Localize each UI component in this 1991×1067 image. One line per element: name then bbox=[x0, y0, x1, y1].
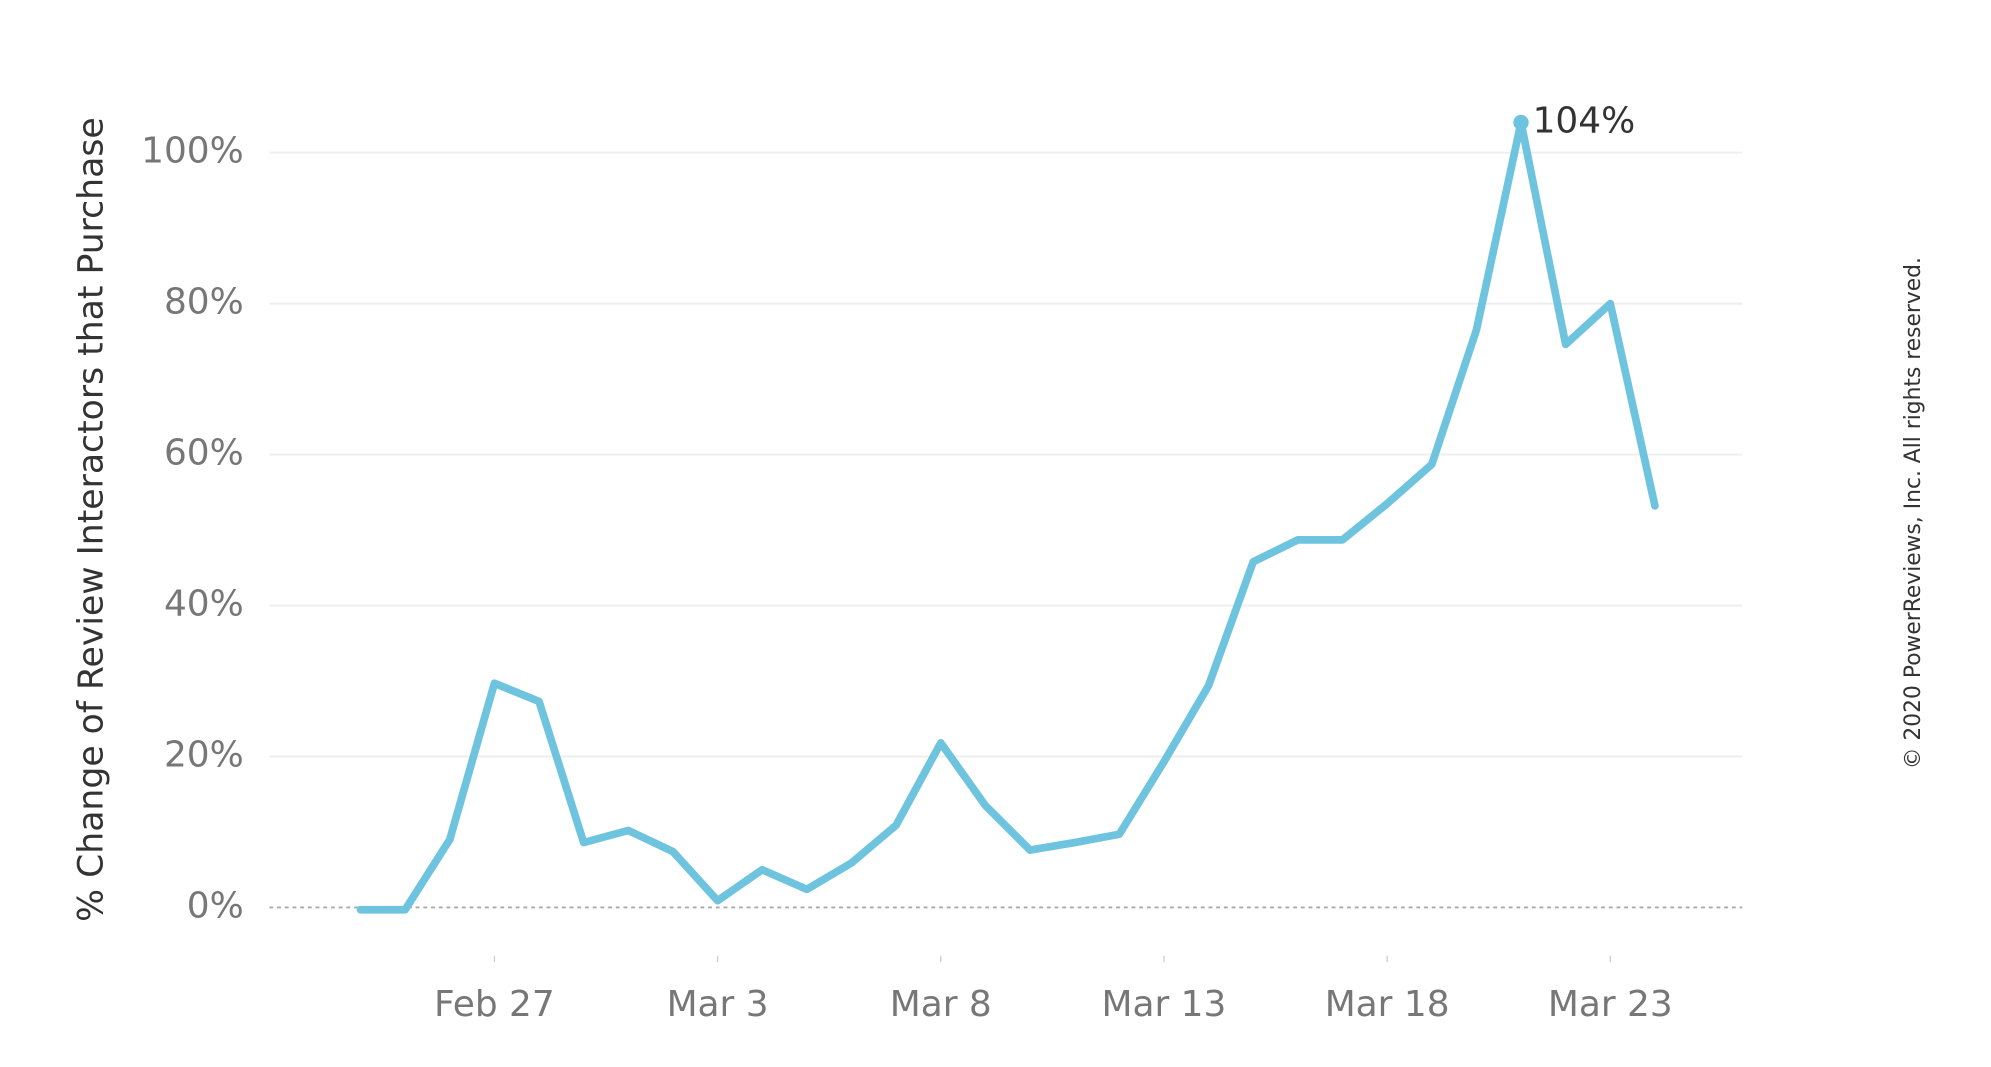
y-tick-label: 60% bbox=[164, 433, 244, 474]
x-tick-label: Mar 3 bbox=[667, 984, 769, 1025]
peak-marker bbox=[1513, 114, 1529, 131]
chart-body: % Change of Review Interactors that Purc… bbox=[71, 100, 1926, 1024]
y-tick-label: 0% bbox=[187, 885, 244, 926]
x-tick-label: Mar 23 bbox=[1548, 984, 1673, 1025]
y-tick-label: 80% bbox=[164, 282, 244, 323]
y-axis-label: % Change of Review Interactors that Purc… bbox=[71, 117, 111, 922]
x-tick-label: Mar 18 bbox=[1325, 984, 1450, 1025]
line bbox=[356, 118, 1659, 914]
x-tick-label: Mar 13 bbox=[1102, 984, 1227, 1025]
x-tick-label: Feb 27 bbox=[434, 984, 555, 1025]
y-tick-label: 40% bbox=[164, 584, 244, 625]
data-label: 104% bbox=[1533, 100, 1636, 141]
y-tick-label: 20% bbox=[164, 735, 244, 776]
copyright: © 2020 PowerReviews, Inc. All rights res… bbox=[1901, 257, 1926, 769]
x-tick-label: Mar 8 bbox=[890, 984, 992, 1025]
y-tick-label: 100% bbox=[141, 131, 244, 172]
